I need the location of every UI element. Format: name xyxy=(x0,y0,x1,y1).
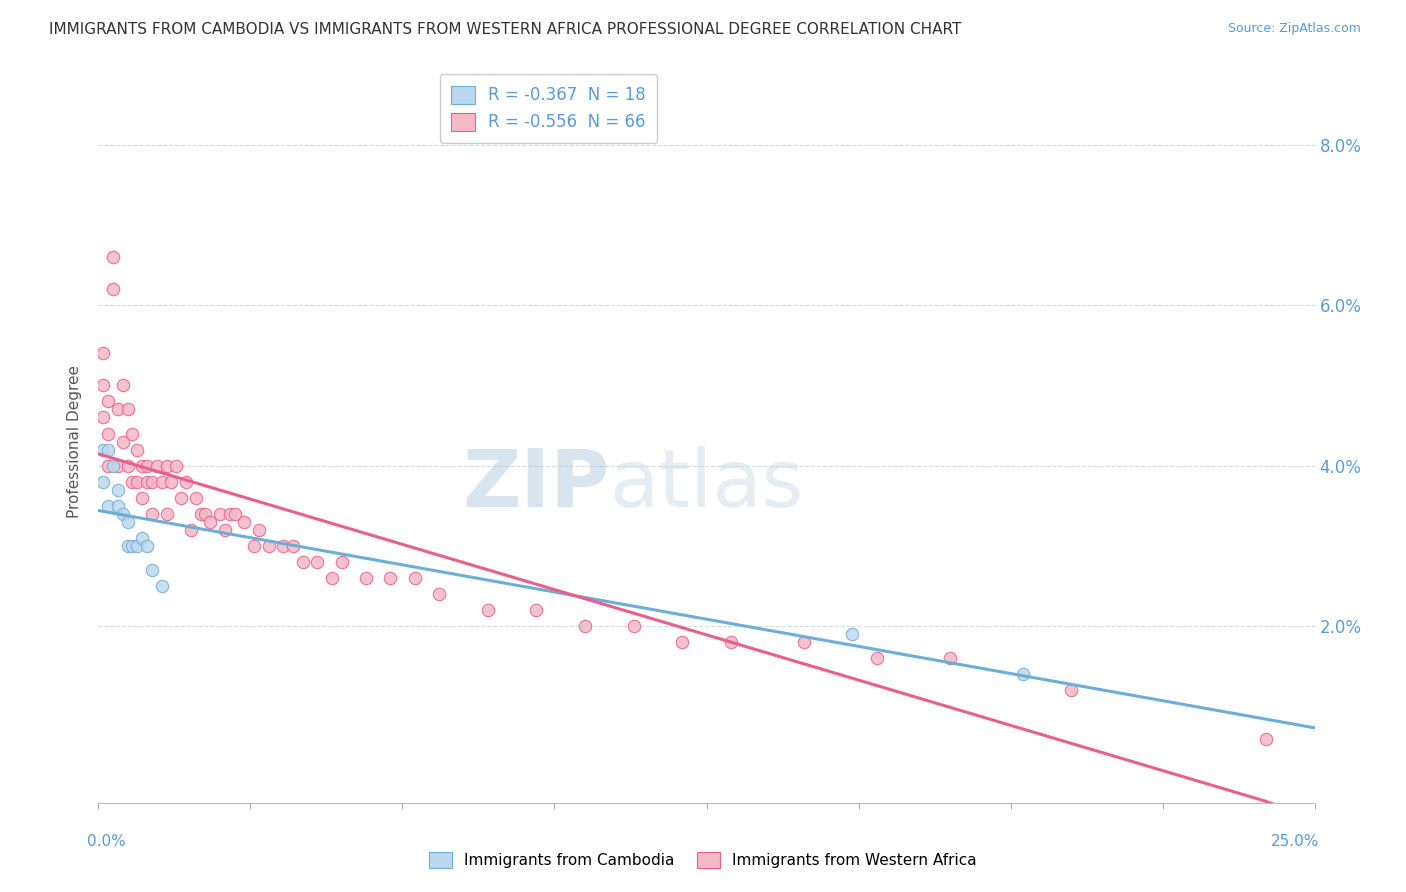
Point xyxy=(127,539,149,553)
Point xyxy=(97,499,120,513)
Point xyxy=(1060,683,1083,698)
Point xyxy=(121,426,143,441)
Point xyxy=(180,523,202,537)
Point xyxy=(131,458,153,473)
Point xyxy=(127,442,149,457)
Text: atlas: atlas xyxy=(609,446,804,524)
Point xyxy=(243,539,266,553)
Point xyxy=(174,475,197,489)
Point xyxy=(107,458,129,473)
Point xyxy=(307,555,329,569)
Point xyxy=(141,507,163,521)
Point xyxy=(121,539,143,553)
Point xyxy=(720,635,742,649)
Point xyxy=(111,378,134,392)
Point xyxy=(97,442,120,457)
Point xyxy=(866,651,889,665)
Point xyxy=(97,426,120,441)
Point xyxy=(150,579,173,593)
Point xyxy=(160,475,183,489)
Point xyxy=(91,475,114,489)
Point xyxy=(107,402,129,417)
Point xyxy=(107,483,129,497)
Point xyxy=(623,619,645,633)
Point xyxy=(477,603,499,617)
Point xyxy=(136,458,159,473)
Point xyxy=(271,539,294,553)
Point xyxy=(165,458,187,473)
Point xyxy=(101,458,124,473)
Legend: Immigrants from Cambodia, Immigrants from Western Africa: Immigrants from Cambodia, Immigrants fro… xyxy=(420,843,986,877)
Point xyxy=(281,539,304,553)
Point xyxy=(141,475,163,489)
Point xyxy=(233,515,256,529)
Point xyxy=(257,539,280,553)
Point xyxy=(1254,731,1277,746)
Point xyxy=(127,475,149,489)
Point xyxy=(136,539,159,553)
Text: ZIP: ZIP xyxy=(463,446,609,524)
Point xyxy=(200,515,222,529)
Point xyxy=(184,491,207,505)
Point xyxy=(121,475,143,489)
Point xyxy=(841,627,863,641)
Point xyxy=(671,635,693,649)
Point xyxy=(131,491,153,505)
Point xyxy=(330,555,353,569)
Point xyxy=(117,402,139,417)
Point xyxy=(214,523,236,537)
Point xyxy=(247,523,270,537)
Text: 25.0%: 25.0% xyxy=(1271,834,1319,848)
Point xyxy=(524,603,547,617)
Point xyxy=(136,475,159,489)
Point xyxy=(97,394,120,409)
Point xyxy=(380,571,402,585)
Y-axis label: Professional Degree: Professional Degree xyxy=(67,365,83,518)
Point xyxy=(170,491,193,505)
Point xyxy=(146,458,169,473)
Point xyxy=(939,651,962,665)
Text: Source: ZipAtlas.com: Source: ZipAtlas.com xyxy=(1227,22,1361,36)
Point xyxy=(155,458,177,473)
Point xyxy=(91,378,114,392)
Point xyxy=(117,539,139,553)
Point xyxy=(155,507,177,521)
Point xyxy=(91,410,114,425)
Legend: R = -0.367  N = 18, R = -0.556  N = 66: R = -0.367 N = 18, R = -0.556 N = 66 xyxy=(440,74,657,143)
Point xyxy=(117,515,139,529)
Point xyxy=(150,475,173,489)
Point xyxy=(574,619,596,633)
Point xyxy=(111,507,134,521)
Point xyxy=(101,282,124,296)
Point xyxy=(354,571,377,585)
Text: 0.0%: 0.0% xyxy=(87,834,127,848)
Point xyxy=(321,571,343,585)
Point xyxy=(91,442,114,457)
Point xyxy=(291,555,314,569)
Point xyxy=(141,563,163,577)
Point xyxy=(107,499,129,513)
Point xyxy=(111,434,134,449)
Point xyxy=(190,507,212,521)
Point xyxy=(194,507,217,521)
Point xyxy=(218,507,240,521)
Point xyxy=(131,531,153,545)
Point xyxy=(97,458,120,473)
Point xyxy=(117,458,139,473)
Point xyxy=(209,507,232,521)
Text: IMMIGRANTS FROM CAMBODIA VS IMMIGRANTS FROM WESTERN AFRICA PROFESSIONAL DEGREE C: IMMIGRANTS FROM CAMBODIA VS IMMIGRANTS F… xyxy=(49,22,962,37)
Point xyxy=(793,635,815,649)
Point xyxy=(91,346,114,360)
Point xyxy=(427,587,450,601)
Point xyxy=(101,250,124,264)
Point xyxy=(404,571,426,585)
Point xyxy=(1011,667,1033,681)
Point xyxy=(224,507,246,521)
